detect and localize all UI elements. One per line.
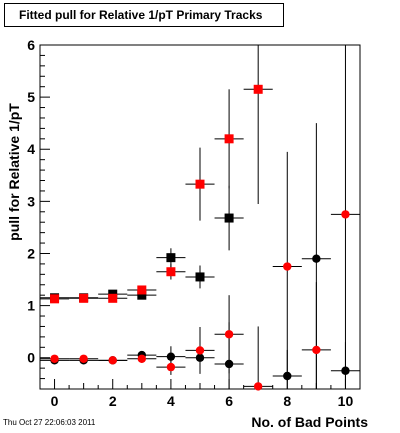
y-axis-title: pull for Relative 1/pT — [6, 103, 22, 241]
y-tick-label: 2 — [27, 245, 35, 261]
circle-marker — [341, 366, 350, 375]
circle-marker — [312, 345, 321, 355]
circle-marker — [283, 262, 292, 271]
circle-marker — [195, 346, 205, 355]
y-tick-label: 6 — [27, 37, 35, 53]
square-marker — [137, 285, 147, 295]
x-tick-label: 10 — [338, 393, 354, 409]
y-tick-label: 1 — [27, 298, 35, 314]
axis-ticks: 0 2 4 6 8 10 0 1 2 3 4 5 6 — [27, 37, 353, 409]
square-marker — [166, 253, 176, 263]
square-marker — [166, 267, 176, 277]
x-axis-title: No. of Bad Points — [251, 414, 368, 430]
square-marker — [79, 293, 89, 303]
circle-marker — [137, 354, 147, 363]
circle-marker — [224, 330, 234, 339]
square-marker — [137, 290, 147, 300]
chart-title: Fitted pull for Relative 1/pT Primary Tr… — [4, 3, 284, 27]
circle-marker — [79, 354, 88, 363]
y-tick-label: 3 — [27, 193, 35, 209]
square-marker — [108, 293, 118, 303]
circle-marker — [195, 353, 205, 362]
y-tick-label: 4 — [27, 141, 35, 157]
circle-marker — [108, 356, 117, 365]
circle-marker — [224, 359, 234, 369]
circle-marker — [50, 354, 59, 363]
x-tick-label: 6 — [225, 393, 233, 409]
circle-marker — [166, 362, 176, 372]
circle-marker — [166, 352, 176, 361]
square-marker — [224, 134, 234, 144]
circle-marker — [312, 254, 321, 263]
square-marker — [50, 294, 60, 304]
square-marker — [195, 179, 205, 189]
x-tick-label: 8 — [283, 393, 291, 409]
x-tick-label: 0 — [51, 393, 59, 409]
y-tick-label: 5 — [27, 89, 35, 105]
error-bars — [40, 45, 360, 389]
timestamp: Thu Oct 27 22:06:03 2011 — [3, 418, 96, 427]
circle-marker — [283, 371, 292, 381]
data-markers — [50, 84, 350, 391]
square-marker — [195, 272, 205, 282]
x-tick-label: 4 — [167, 393, 175, 409]
square-marker — [253, 84, 263, 94]
circle-marker — [341, 210, 350, 219]
square-marker — [224, 213, 234, 223]
circle-marker — [253, 382, 263, 391]
x-tick-label: 2 — [109, 393, 117, 409]
y-tick-label: 0 — [27, 350, 35, 366]
